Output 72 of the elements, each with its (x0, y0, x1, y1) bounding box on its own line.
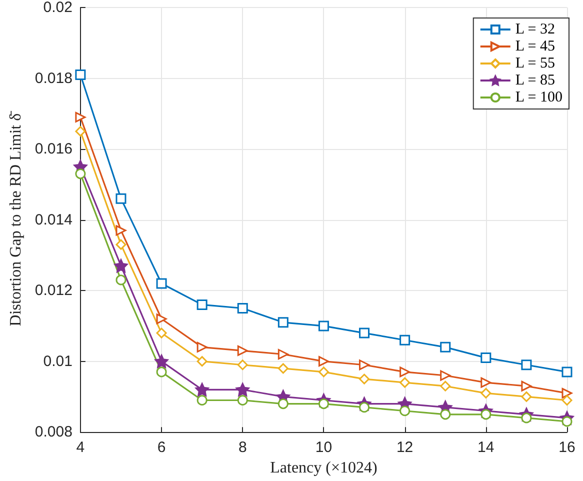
point (156, 278, 167, 289)
point (400, 334, 410, 346)
legend-label: L = 100 (515, 90, 562, 106)
point (521, 391, 532, 402)
point (278, 398, 288, 410)
x-tick-label: 16 (558, 439, 576, 456)
point (196, 395, 208, 406)
point (400, 406, 410, 416)
point (114, 259, 128, 273)
point (116, 274, 126, 286)
point (400, 377, 410, 388)
point (237, 303, 248, 314)
point (237, 345, 248, 356)
point (195, 382, 209, 396)
point (75, 126, 86, 137)
point (318, 366, 329, 378)
point (196, 342, 208, 352)
point (278, 363, 288, 374)
x-tick-label: 8 (238, 439, 247, 456)
point (75, 168, 86, 180)
y-tick-label: 0.014 (34, 211, 72, 228)
point (480, 352, 492, 364)
point (318, 356, 329, 367)
y-tick-label: 0.018 (34, 70, 72, 87)
point (562, 395, 572, 406)
point (278, 317, 288, 328)
x-tick-label: 12 (396, 439, 414, 456)
point (156, 328, 167, 338)
point (237, 360, 248, 370)
point (278, 349, 288, 360)
y-tick-label: 0.008 (34, 424, 72, 441)
point (116, 193, 126, 204)
point (156, 366, 167, 378)
point (75, 112, 86, 122)
legend-label: L = 45 (515, 38, 555, 54)
point (116, 225, 126, 236)
y-tick-label: 0.012 (34, 282, 72, 300)
y-tick-label: 0.016 (34, 140, 72, 158)
point (236, 382, 250, 396)
point (359, 360, 370, 370)
point (400, 366, 410, 378)
x-axis-title: Latency (×1024) (270, 460, 378, 476)
point (359, 374, 370, 384)
point (75, 69, 86, 80)
point (440, 370, 451, 381)
point (480, 377, 492, 388)
y-axis-title: Distortion Gap to the RD Limit δ̄ (8, 110, 24, 326)
point (440, 409, 451, 420)
legend-label: L = 85 (515, 72, 555, 88)
point (318, 320, 329, 332)
point (521, 380, 532, 392)
legend-label: L = 32 (515, 22, 555, 38)
x-tick-label: 6 (157, 439, 166, 456)
point (116, 239, 126, 250)
y-tick-label: 0.01 (43, 352, 72, 370)
point (562, 388, 572, 398)
x-tick-label: 14 (478, 439, 494, 456)
point (521, 360, 532, 370)
point (196, 356, 208, 367)
x-tick-label: 4 (76, 439, 85, 456)
point (562, 366, 572, 378)
point (480, 388, 492, 398)
point (237, 395, 248, 406)
point (156, 314, 167, 324)
point (196, 299, 208, 310)
x-tick-label: 10 (315, 439, 332, 456)
legend-label: L = 55 (515, 56, 555, 72)
point (154, 354, 168, 368)
point (440, 342, 451, 352)
y-tick-label: 0.02 (43, 0, 72, 16)
point (440, 380, 451, 392)
point (359, 328, 370, 338)
